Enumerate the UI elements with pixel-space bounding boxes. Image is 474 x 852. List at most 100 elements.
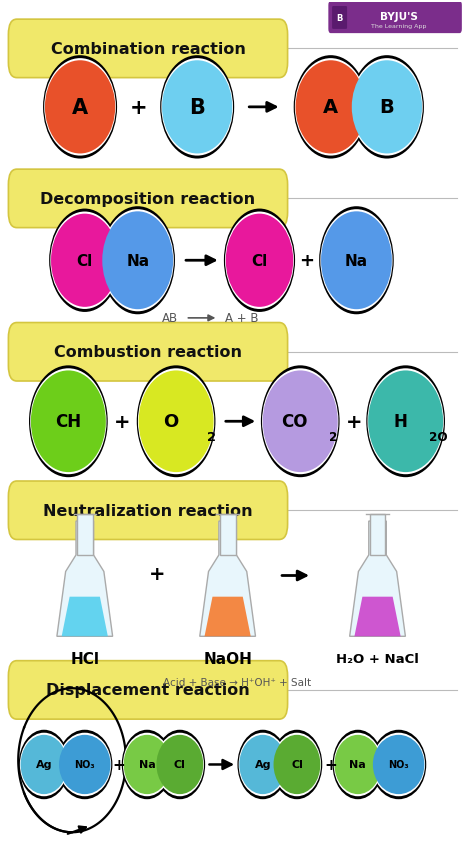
Ellipse shape [226,215,293,308]
Ellipse shape [138,369,214,475]
Ellipse shape [138,371,214,473]
Ellipse shape [273,733,321,797]
Ellipse shape [335,735,381,794]
Polygon shape [62,597,108,636]
Ellipse shape [43,56,117,159]
Ellipse shape [124,735,171,794]
Ellipse shape [319,207,394,315]
Ellipse shape [18,730,69,799]
Ellipse shape [49,210,120,313]
Ellipse shape [161,59,233,157]
Ellipse shape [261,366,339,478]
Ellipse shape [225,212,294,309]
Text: B: B [337,14,343,23]
Ellipse shape [50,212,119,309]
Polygon shape [205,597,251,636]
Text: CO: CO [282,412,308,431]
Text: Displacement reaction: Displacement reaction [46,682,250,698]
Ellipse shape [100,207,175,315]
Text: 2: 2 [329,430,337,444]
Ellipse shape [371,730,426,799]
FancyBboxPatch shape [9,661,288,719]
Ellipse shape [156,735,203,794]
Text: Na: Na [345,253,368,268]
Ellipse shape [295,59,366,157]
Ellipse shape [122,730,173,799]
Text: BYJU'S: BYJU'S [380,12,418,22]
Polygon shape [370,515,385,556]
Text: A: A [72,98,88,118]
Text: Ag: Ag [36,760,52,769]
Polygon shape [57,521,113,636]
Ellipse shape [160,56,234,159]
Ellipse shape [137,366,216,478]
Ellipse shape [59,735,110,794]
Ellipse shape [334,733,382,797]
Polygon shape [219,515,236,556]
Ellipse shape [294,56,368,159]
Ellipse shape [51,215,118,308]
Text: B: B [380,98,394,118]
Text: +: + [299,252,314,270]
Ellipse shape [156,733,204,797]
Text: +: + [130,98,147,118]
Text: Decomposition reaction: Decomposition reaction [40,192,255,207]
Text: A: A [323,98,338,118]
FancyBboxPatch shape [9,323,288,382]
Ellipse shape [320,210,392,312]
Ellipse shape [57,730,112,799]
Polygon shape [355,597,401,636]
Ellipse shape [102,212,173,310]
Ellipse shape [238,733,287,797]
Ellipse shape [262,369,338,475]
Polygon shape [77,515,93,556]
Text: +: + [149,565,165,584]
Ellipse shape [273,735,320,794]
Text: 2O: 2O [429,430,448,444]
Text: Na: Na [139,760,155,769]
Text: NO₃: NO₃ [388,760,409,769]
Text: Acid + Base → H⁺OH⁺ + Salt: Acid + Base → H⁺OH⁺ + Salt [163,677,311,688]
Ellipse shape [29,366,108,478]
Ellipse shape [20,735,67,794]
Text: Cl: Cl [291,760,303,769]
Text: The Learning App: The Learning App [371,25,426,30]
Text: B: B [189,98,205,118]
Text: +: + [113,757,125,772]
Ellipse shape [373,735,424,794]
Ellipse shape [352,61,422,154]
Ellipse shape [224,210,295,313]
Polygon shape [200,521,255,636]
Ellipse shape [350,56,424,159]
Ellipse shape [272,730,322,799]
Ellipse shape [155,730,205,799]
Text: Neutralization reaction: Neutralization reaction [43,504,253,518]
Text: Combustion reaction: Combustion reaction [54,345,242,360]
Ellipse shape [20,733,68,797]
Text: O: O [163,412,178,431]
Text: Ag: Ag [255,760,271,769]
Ellipse shape [30,369,107,475]
Ellipse shape [237,730,288,799]
FancyBboxPatch shape [9,20,288,78]
FancyBboxPatch shape [9,481,288,540]
Ellipse shape [263,371,337,473]
Text: A + B: A + B [225,312,259,325]
Ellipse shape [333,730,383,799]
Ellipse shape [368,371,443,473]
Text: Cl: Cl [174,760,186,769]
Text: HCl: HCl [70,651,99,666]
Text: Cl: Cl [251,253,268,268]
Text: AB: AB [162,312,178,325]
Text: CH: CH [55,412,82,431]
Ellipse shape [58,733,111,797]
Text: NO₃: NO₃ [74,760,95,769]
Text: Cl: Cl [77,253,93,268]
Ellipse shape [296,61,366,154]
Ellipse shape [123,733,171,797]
Text: NaOH: NaOH [203,651,252,666]
Text: H: H [393,412,407,431]
Ellipse shape [101,210,174,312]
Ellipse shape [321,212,392,310]
Ellipse shape [45,61,115,154]
